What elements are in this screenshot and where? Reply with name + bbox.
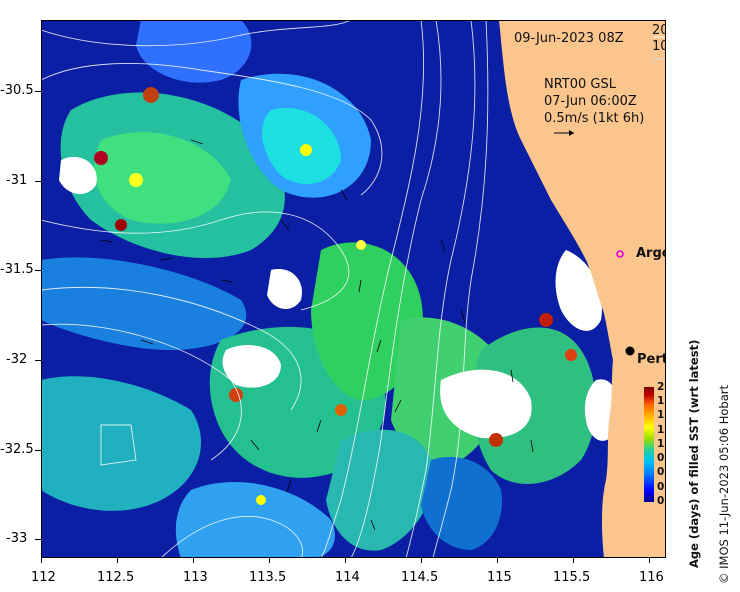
y-tick-label: -32.5 [0,442,34,457]
current-source-label: NRT00 GSL [544,77,616,92]
y-tick-label: -31 [6,173,28,188]
current-scale-label: 0.5m/s (1kt 6h) [544,111,645,126]
map-border [41,20,666,558]
y-tick-label: -33 [6,531,28,546]
argo-label: Argo [636,246,666,261]
date-label: 09-Jun-2023 08Z [514,31,624,46]
y-tick-label: -30.5 [0,83,34,98]
current-vectors [100,139,534,531]
colorbar-title: Age (days) of filled SST (wrt latest) [687,339,701,568]
argo-marker[interactable] [616,250,624,258]
perth-label: Perth [637,352,666,367]
colorbar-tick: 1.5 [657,409,666,421]
colorbar-tick: 0.75 [657,452,666,464]
x-tick-label: 116 [639,570,664,585]
y-tick-label: -31.5 [0,262,34,277]
x-tick-label: 114.5 [401,570,439,585]
credit-text: © IMOS 11-Jun-2023 05:06 Hobart [717,384,731,584]
x-tick-label: 113.5 [249,570,287,585]
x-tick-label: 112.5 [97,570,135,585]
x-tick-label: 112 [31,570,56,585]
x-tick-label: 115.5 [553,570,591,585]
contour-legend-1000m: 1000m [652,39,666,54]
y-tick-label: -32 [6,352,28,367]
contour-legend-200m: 200m [652,23,666,38]
colorbar-tick: 0.25 [657,481,666,493]
x-tick-label: 114 [335,570,360,585]
sst-field [41,20,618,558]
land-mass [499,20,666,558]
colorbar-tick: 0.5 [657,466,666,478]
contour-lines [41,20,489,558]
sst-map [41,20,666,558]
colorbar-tick: 1.75 [657,395,666,407]
x-tick-label: 115 [487,570,512,585]
colorbar-tick: 0 [657,495,665,507]
colorbar-tick: 2 [657,381,665,393]
colorbar [644,387,654,502]
x-tick-label: 113 [183,570,208,585]
map-panel[interactable]: 09-Jun-2023 08Z 200m 1000m NRT00 GSL 07-… [41,20,666,558]
colorbar-tick: 1 [657,438,665,450]
perth-marker[interactable] [625,346,635,356]
colorbar-tick: 1.25 [657,424,666,436]
current-time-label: 07-Jun 06:00Z [544,94,637,109]
